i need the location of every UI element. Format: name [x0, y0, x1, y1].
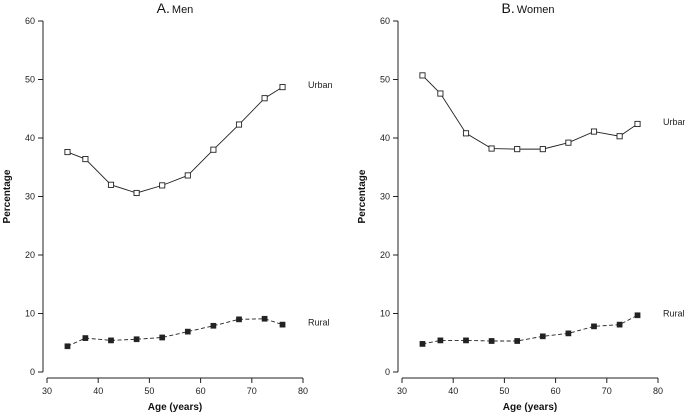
- x-tick-label: 80: [653, 386, 663, 396]
- x-tick-label: 40: [448, 386, 458, 396]
- x-tick-label: 80: [298, 386, 308, 396]
- y-axis-title: Percentage: [357, 169, 368, 223]
- x-tick-label: 30: [397, 386, 407, 396]
- data-point-rural: [64, 343, 71, 350]
- series-label-urban: Urban: [308, 80, 333, 90]
- series-line-urban: [422, 75, 638, 150]
- x-tick-label: 60: [551, 386, 561, 396]
- data-point-rural: [634, 312, 641, 319]
- data-point-rural: [236, 316, 242, 323]
- x-tick-label: 50: [499, 386, 509, 396]
- data-point-urban: [419, 72, 426, 79]
- data-point-urban: [462, 130, 470, 137]
- panel-title-word: Men: [172, 4, 193, 16]
- data-point-rural: [539, 333, 546, 340]
- series-line-rural: [67, 318, 283, 347]
- x-tick-label: 70: [602, 386, 612, 396]
- series-line-urban: [67, 86, 283, 194]
- x-tick-label: 30: [42, 386, 52, 396]
- y-tick-label: 20: [25, 250, 35, 260]
- y-tick-label: 20: [380, 250, 390, 260]
- chart-panel-men: 0 10 20 30 40 50 60 30 40 50 60 70 80 A. Men Age (years…: [2, 0, 333, 413]
- y-axis-title: Percentage: [2, 169, 13, 223]
- data-point-rural: [159, 334, 166, 341]
- data-point-rural: [210, 322, 217, 329]
- data-point-urban: [634, 120, 641, 128]
- data-point-urban: [64, 148, 71, 156]
- x-axis-title: Age (years): [148, 402, 202, 413]
- data-point-urban: [210, 146, 217, 153]
- series-line-rural: [422, 314, 638, 345]
- data-point-urban: [133, 189, 140, 197]
- data-point-urban: [261, 95, 268, 102]
- y-tick-label: 40: [380, 133, 390, 143]
- data-point-urban: [565, 139, 572, 146]
- data-point-urban: [514, 146, 521, 153]
- panel-title: B. Women: [502, 0, 555, 16]
- x-tick-label: 60: [196, 386, 206, 396]
- y-tick-label: 50: [380, 75, 390, 85]
- panel-title: A. Men: [157, 0, 194, 16]
- x-tick-label: 50: [144, 386, 154, 396]
- data-point-rural: [184, 328, 191, 335]
- data-point-rural: [565, 330, 572, 337]
- y-tick-label: 30: [380, 192, 390, 202]
- y-tick-label: 0: [30, 367, 35, 377]
- data-point-rural: [261, 315, 268, 322]
- x-tick-label: 40: [93, 386, 103, 396]
- data-point-urban: [235, 121, 243, 128]
- series-label-rural: Rural: [663, 308, 685, 318]
- data-point-urban: [159, 182, 166, 189]
- data-point-urban: [437, 90, 444, 97]
- data-point-urban: [539, 146, 546, 153]
- data-point-rural: [488, 338, 495, 344]
- data-point-rural: [108, 337, 114, 344]
- data-point-urban: [82, 156, 89, 163]
- y-tick-label: 30: [25, 192, 35, 202]
- panel-letter: B.: [502, 0, 515, 16]
- data-point-rural: [591, 323, 597, 330]
- data-point-rural: [419, 341, 426, 347]
- y-tick-label: 40: [25, 133, 35, 143]
- data-point-urban: [590, 128, 598, 135]
- data-point-urban: [184, 172, 191, 179]
- y-tick-label: 60: [25, 16, 35, 26]
- panel-letter: A.: [157, 0, 170, 16]
- data-point-urban: [488, 145, 495, 152]
- series-label-urban: Urban: [663, 117, 685, 127]
- y-tick-label: 0: [385, 367, 390, 377]
- data-point-rural: [437, 337, 444, 344]
- data-point-rural: [616, 321, 623, 328]
- data-point-urban: [107, 181, 115, 188]
- data-point-rural: [279, 321, 286, 328]
- panel-title-word: Women: [517, 4, 555, 16]
- data-point-urban: [616, 133, 623, 140]
- chart-panel-women: 0 10 20 30 40 50 60 30 40 50 60 70 80 B. Women Age (yea…: [357, 0, 685, 413]
- y-tick-label: 60: [380, 16, 390, 26]
- data-point-urban: [279, 84, 286, 91]
- y-tick-label: 50: [25, 75, 35, 85]
- x-tick-label: 70: [247, 386, 257, 396]
- series-label-rural: Rural: [308, 318, 330, 328]
- data-point-rural: [514, 338, 521, 344]
- y-tick-label: 10: [25, 309, 35, 319]
- data-point-rural: [463, 337, 469, 344]
- x-axis-title: Age (years): [503, 402, 557, 413]
- data-point-rural: [82, 335, 89, 341]
- data-point-rural: [133, 336, 140, 343]
- y-tick-label: 10: [380, 309, 390, 319]
